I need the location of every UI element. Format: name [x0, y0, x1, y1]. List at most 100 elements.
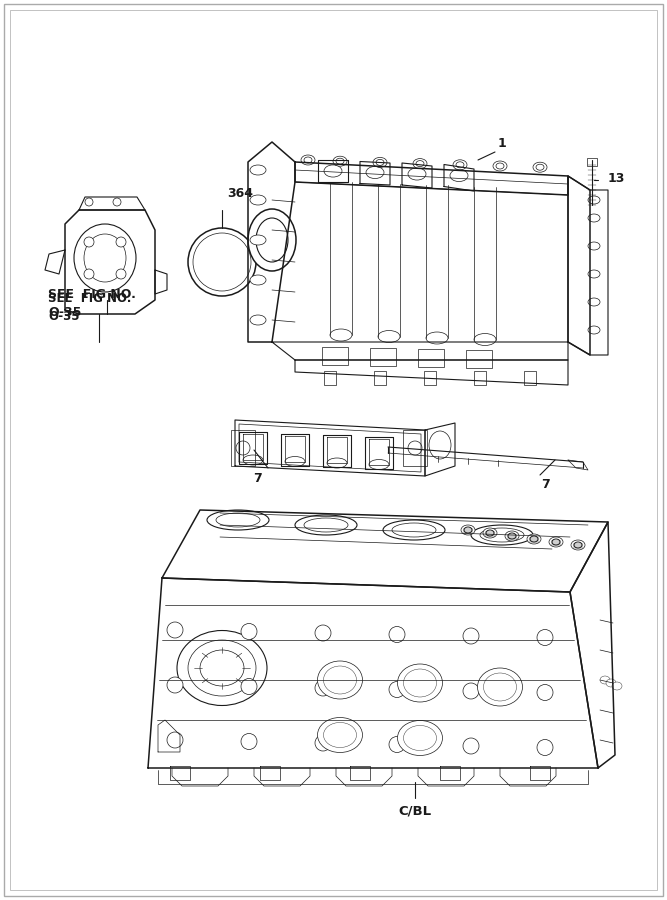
Ellipse shape [483, 528, 497, 538]
Circle shape [537, 740, 553, 755]
Ellipse shape [301, 155, 315, 165]
Ellipse shape [588, 298, 600, 306]
Ellipse shape [323, 666, 356, 694]
Bar [370, 348, 396, 366]
Ellipse shape [404, 669, 436, 697]
Ellipse shape [588, 242, 600, 250]
Text: O-35: O-35 [48, 305, 81, 319]
Ellipse shape [216, 513, 260, 527]
Ellipse shape [426, 332, 448, 344]
Ellipse shape [243, 455, 263, 465]
Ellipse shape [250, 315, 266, 325]
Ellipse shape [486, 530, 494, 536]
Circle shape [116, 269, 126, 279]
Ellipse shape [533, 162, 547, 172]
Ellipse shape [333, 157, 347, 166]
Circle shape [241, 624, 257, 640]
Ellipse shape [588, 214, 600, 222]
Ellipse shape [84, 234, 126, 282]
Circle shape [463, 738, 479, 754]
Text: O-35: O-35 [48, 310, 79, 322]
Ellipse shape [480, 528, 524, 542]
Ellipse shape [536, 164, 544, 170]
Ellipse shape [317, 717, 362, 752]
Circle shape [408, 441, 422, 455]
Ellipse shape [527, 534, 541, 544]
Text: 7: 7 [541, 478, 550, 491]
Ellipse shape [207, 510, 269, 530]
Ellipse shape [304, 518, 348, 532]
Ellipse shape [404, 725, 436, 751]
Ellipse shape [588, 196, 600, 204]
Circle shape [198, 238, 246, 286]
Ellipse shape [378, 330, 400, 343]
Ellipse shape [606, 679, 616, 687]
Bar [322, 347, 348, 365]
Circle shape [241, 679, 257, 695]
Bar [374, 371, 386, 385]
Ellipse shape [74, 224, 136, 292]
Bar [324, 371, 336, 385]
Ellipse shape [612, 682, 622, 690]
Text: C/BL: C/BL [398, 805, 432, 818]
Ellipse shape [450, 169, 468, 182]
Circle shape [113, 198, 121, 206]
Ellipse shape [285, 456, 305, 466]
Ellipse shape [508, 533, 516, 539]
Text: SEE  FIG NO.: SEE FIG NO. [48, 289, 136, 302]
Circle shape [389, 736, 405, 752]
Circle shape [537, 629, 553, 645]
Ellipse shape [317, 661, 362, 699]
Ellipse shape [256, 218, 288, 262]
Ellipse shape [484, 673, 516, 701]
Text: 7: 7 [253, 472, 262, 485]
Circle shape [167, 622, 183, 638]
Ellipse shape [478, 668, 522, 706]
Text: 364: 364 [227, 187, 253, 200]
Ellipse shape [336, 158, 344, 164]
Bar [424, 371, 436, 385]
Ellipse shape [295, 515, 357, 535]
Ellipse shape [471, 525, 533, 545]
Bar [403, 430, 427, 466]
Ellipse shape [188, 640, 256, 696]
Text: 13: 13 [608, 172, 626, 184]
Ellipse shape [200, 650, 244, 686]
Ellipse shape [571, 540, 585, 550]
Ellipse shape [574, 542, 582, 548]
Ellipse shape [588, 326, 600, 334]
Ellipse shape [323, 723, 356, 748]
Ellipse shape [369, 460, 389, 470]
Ellipse shape [474, 334, 496, 346]
Ellipse shape [398, 721, 442, 755]
Circle shape [315, 680, 331, 696]
Circle shape [389, 681, 405, 698]
Circle shape [241, 734, 257, 750]
Ellipse shape [383, 520, 445, 540]
Text: 1: 1 [498, 137, 506, 150]
Circle shape [84, 269, 94, 279]
Circle shape [463, 683, 479, 699]
Circle shape [389, 626, 405, 643]
Ellipse shape [250, 195, 266, 205]
Circle shape [315, 625, 331, 641]
Bar [587, 158, 597, 166]
Ellipse shape [456, 162, 464, 167]
Circle shape [537, 685, 553, 700]
Ellipse shape [376, 159, 384, 166]
Circle shape [236, 441, 250, 455]
Ellipse shape [530, 536, 538, 542]
Bar [466, 350, 492, 368]
Ellipse shape [600, 676, 610, 684]
Ellipse shape [588, 270, 600, 278]
Ellipse shape [505, 531, 519, 541]
Ellipse shape [429, 431, 451, 459]
Ellipse shape [248, 209, 296, 271]
Bar [524, 371, 536, 385]
Circle shape [84, 237, 94, 247]
Ellipse shape [413, 158, 427, 168]
Ellipse shape [250, 275, 266, 285]
Ellipse shape [549, 537, 563, 547]
Ellipse shape [493, 161, 507, 171]
Circle shape [188, 228, 256, 296]
